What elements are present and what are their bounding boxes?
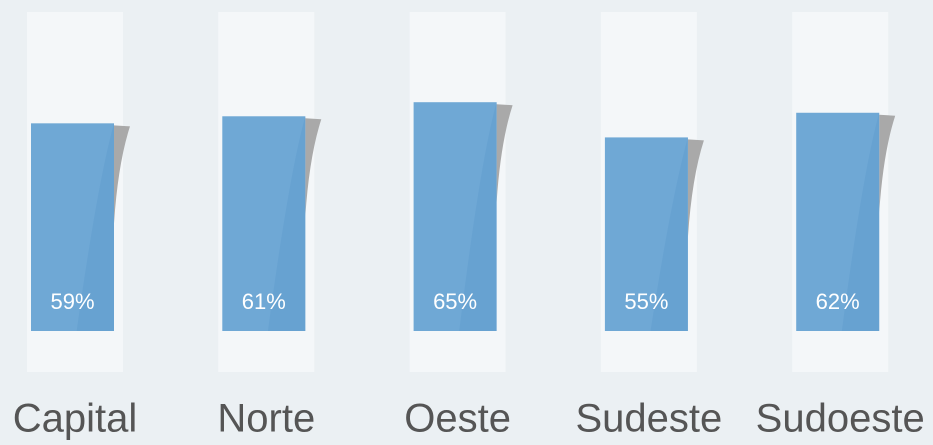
bar-sheen: [650, 137, 688, 331]
bar-shadow: [496, 104, 513, 203]
x-tick-label: Capital: [13, 397, 138, 441]
x-tick-label: Sudoeste: [756, 397, 925, 441]
bar-sheen: [841, 112, 880, 331]
bar-shadow: [687, 139, 704, 238]
value-label: 55%: [624, 289, 668, 314]
value-label: 65%: [433, 289, 477, 314]
value-label: 59%: [50, 289, 94, 314]
bar-shadow: [879, 114, 896, 213]
x-tick-label: Norte: [217, 397, 315, 441]
value-label: 62%: [816, 289, 860, 314]
bar-sheen: [76, 123, 114, 331]
bar-shadow: [114, 125, 130, 224]
value-label: 61%: [242, 289, 286, 314]
bar-sheen: [267, 116, 306, 331]
bar-shadow: [305, 118, 322, 217]
x-tick-label: Sudeste: [576, 397, 723, 441]
x-tick-label: Oeste: [404, 397, 511, 441]
bar-sheen: [459, 102, 497, 331]
